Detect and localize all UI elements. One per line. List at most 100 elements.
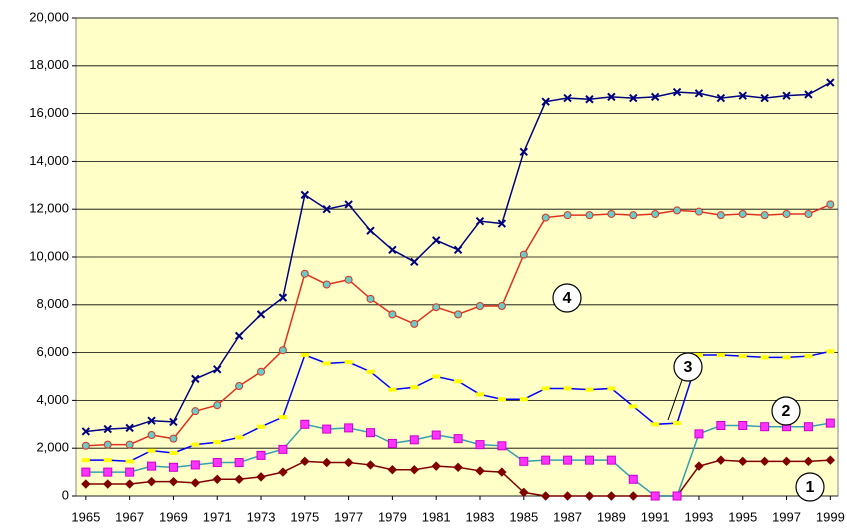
marker: [454, 310, 463, 319]
marker: [213, 365, 222, 374]
marker: [475, 301, 484, 310]
marker: [388, 387, 397, 392]
marker: [410, 385, 419, 390]
marker: [344, 360, 353, 365]
marker: [300, 419, 310, 429]
marker: [146, 476, 157, 487]
annotation: 2: [782, 403, 791, 420]
x-tick-label: 1991: [641, 509, 670, 524]
x-tick-label: 1997: [772, 509, 801, 524]
marker: [694, 352, 703, 357]
marker: [235, 382, 244, 391]
marker: [169, 417, 178, 427]
marker: [628, 491, 638, 501]
marker: [344, 275, 353, 284]
marker: [541, 213, 550, 222]
x-tick-label: 1975: [290, 509, 319, 524]
marker: [431, 236, 441, 245]
y-tick-label: 8,000: [36, 296, 69, 311]
marker: [322, 457, 332, 468]
marker: [628, 474, 638, 484]
marker: [716, 211, 725, 220]
marker: [409, 465, 420, 475]
marker: [497, 301, 506, 310]
y-tick-label: 6,000: [36, 344, 69, 359]
marker: [278, 467, 288, 477]
marker: [541, 386, 550, 391]
marker: [738, 354, 747, 359]
marker: [804, 209, 813, 218]
marker: [191, 442, 200, 447]
marker: [759, 456, 770, 467]
x-tick-label: 1965: [71, 509, 100, 524]
marker: [519, 250, 528, 259]
marker: [81, 458, 90, 463]
marker: [629, 404, 638, 409]
marker: [781, 456, 792, 467]
marker: [256, 472, 266, 482]
marker: [81, 467, 91, 477]
marker: [190, 478, 201, 488]
marker: [760, 422, 770, 432]
marker: [694, 429, 704, 439]
marker: [432, 374, 441, 379]
x-tick-label: 1981: [422, 509, 451, 524]
marker: [475, 440, 485, 450]
marker: [212, 458, 222, 468]
marker: [344, 200, 353, 209]
marker: [125, 440, 134, 449]
marker: [257, 424, 266, 429]
marker: [519, 147, 528, 157]
marker: [453, 462, 463, 473]
marker: [81, 427, 91, 436]
y-tick-label: 4,000: [36, 392, 69, 407]
marker: [169, 434, 178, 443]
marker: [760, 211, 769, 220]
marker: [585, 211, 594, 220]
marker: [103, 458, 112, 463]
marker: [125, 459, 134, 464]
marker: [453, 434, 463, 444]
marker: [234, 474, 244, 484]
marker: [716, 93, 726, 103]
marker: [168, 476, 179, 487]
leader-line: [667, 379, 683, 421]
x-tick-label: 1967: [115, 509, 144, 524]
marker: [738, 209, 747, 218]
marker: [782, 355, 791, 360]
marker: [103, 440, 112, 449]
marker: [278, 444, 288, 454]
x-tick-label: 1987: [553, 509, 582, 524]
marker: [629, 211, 638, 220]
marker: [760, 93, 769, 103]
marker: [694, 461, 704, 471]
marker: [366, 428, 376, 438]
marker: [563, 93, 572, 103]
marker: [322, 204, 331, 214]
marker: [541, 97, 550, 106]
marker: [716, 420, 726, 430]
annotation-circle: [795, 472, 825, 502]
marker: [190, 460, 200, 470]
marker: [607, 209, 616, 218]
marker: [716, 455, 726, 465]
marker: [213, 401, 222, 410]
marker: [694, 89, 704, 98]
marker: [366, 294, 375, 303]
marker: [103, 467, 113, 477]
y-tick-label: 12,000: [29, 201, 69, 216]
marker: [475, 466, 485, 476]
marker: [738, 91, 747, 100]
marker: [125, 423, 134, 433]
marker: [540, 491, 551, 501]
x-tick-label: 1983: [466, 509, 495, 524]
marker: [300, 352, 309, 357]
marker: [147, 461, 157, 471]
x-tick-label: 1971: [203, 509, 232, 524]
marker: [454, 379, 463, 384]
marker: [475, 392, 484, 397]
annotation-circle: [552, 283, 582, 313]
marker: [432, 303, 441, 312]
marker: [234, 458, 244, 468]
